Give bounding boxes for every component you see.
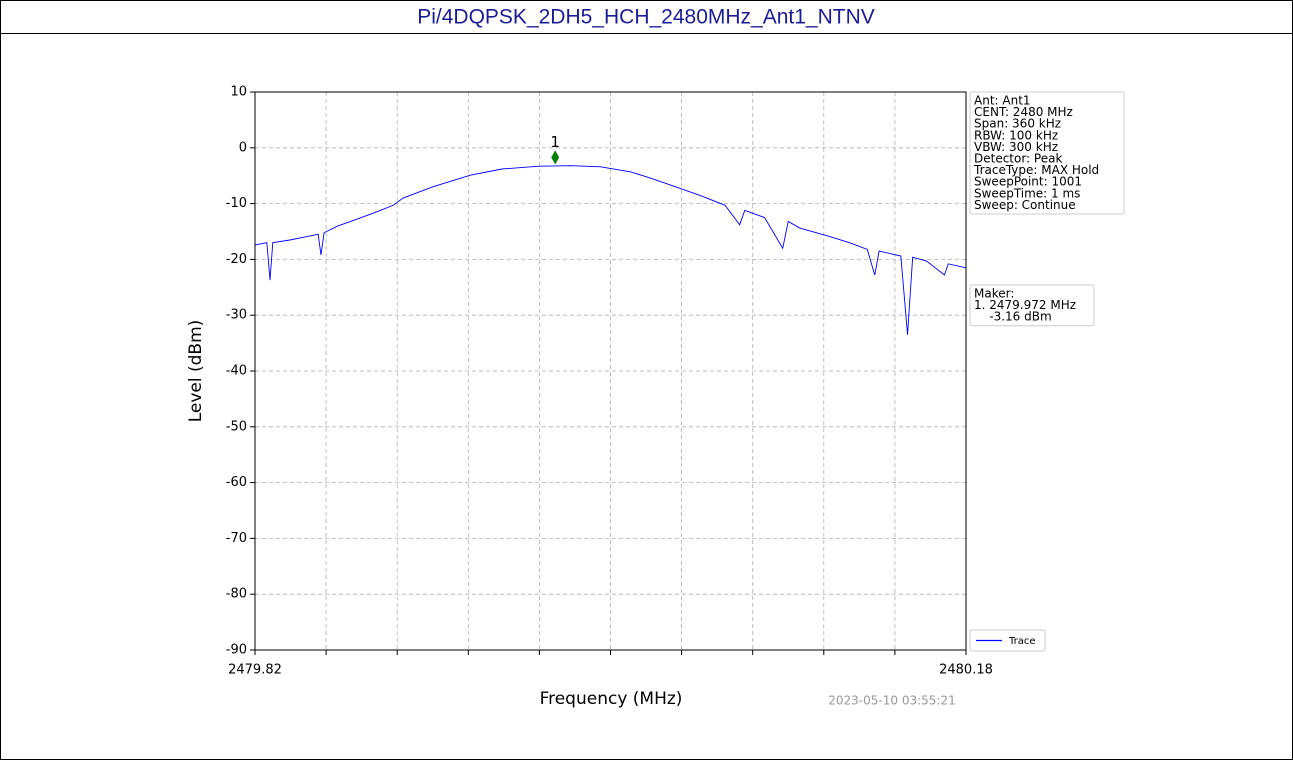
y-axis-label: Level (dBm)	[186, 320, 206, 423]
marker-info-box	[969, 284, 1095, 327]
y-tick-label: -10	[226, 196, 247, 211]
timestamp: 2023-05-10 03:55:21	[828, 694, 955, 708]
y-tick-label: 0	[239, 140, 247, 155]
trace-line	[254, 165, 967, 335]
marker-point	[551, 150, 560, 165]
x-tick-label: 2479.82	[228, 663, 282, 678]
y-tick-label: -20	[226, 252, 247, 267]
marker-info-text: Maker:	[974, 287, 1014, 301]
legend-box	[969, 629, 1046, 652]
legend-label: Trace	[1008, 636, 1036, 647]
info-text: RBW: 100 kHz	[974, 128, 1058, 142]
info-text: Span: 360 kHz	[974, 117, 1061, 131]
info-text: VBW: 300 kHz	[974, 140, 1058, 154]
info-text: Sweep: Continue	[974, 198, 1076, 212]
x-tick-label: 2480.18	[939, 663, 993, 678]
y-tick-label: -80	[226, 587, 247, 602]
y-tick-label: -30	[226, 308, 247, 323]
y-tick-label: -90	[226, 643, 247, 658]
info-box	[969, 91, 1125, 215]
y-tick-label: -50	[226, 419, 247, 434]
info-text: Ant: Ant1	[974, 94, 1031, 108]
marker-info-text: 1. 2479.972 MHz	[974, 298, 1076, 312]
page-title: Pi/4DQPSK_2DH5_HCH_2480MHz_Ant1_NTNV	[417, 6, 875, 29]
marker-label: 1	[550, 133, 560, 151]
info-text: SweepTime: 1 ms	[974, 186, 1080, 200]
info-text: TraceType: MAX Hold	[973, 163, 1099, 177]
x-axis-label: Frequency (MHz)	[540, 689, 683, 709]
info-text: CENT: 2480 MHz	[974, 105, 1073, 119]
y-tick-label: 10	[230, 85, 247, 100]
info-text: SweepPoint: 1001	[974, 175, 1082, 189]
y-tick-label: -40	[226, 364, 247, 379]
y-tick-label: -60	[226, 475, 247, 490]
plot-border	[254, 91, 967, 651]
marker-info-text: -3.16 dBm	[974, 310, 1052, 324]
info-text: Detector: Peak	[974, 152, 1062, 166]
y-tick-label: -70	[226, 531, 247, 546]
